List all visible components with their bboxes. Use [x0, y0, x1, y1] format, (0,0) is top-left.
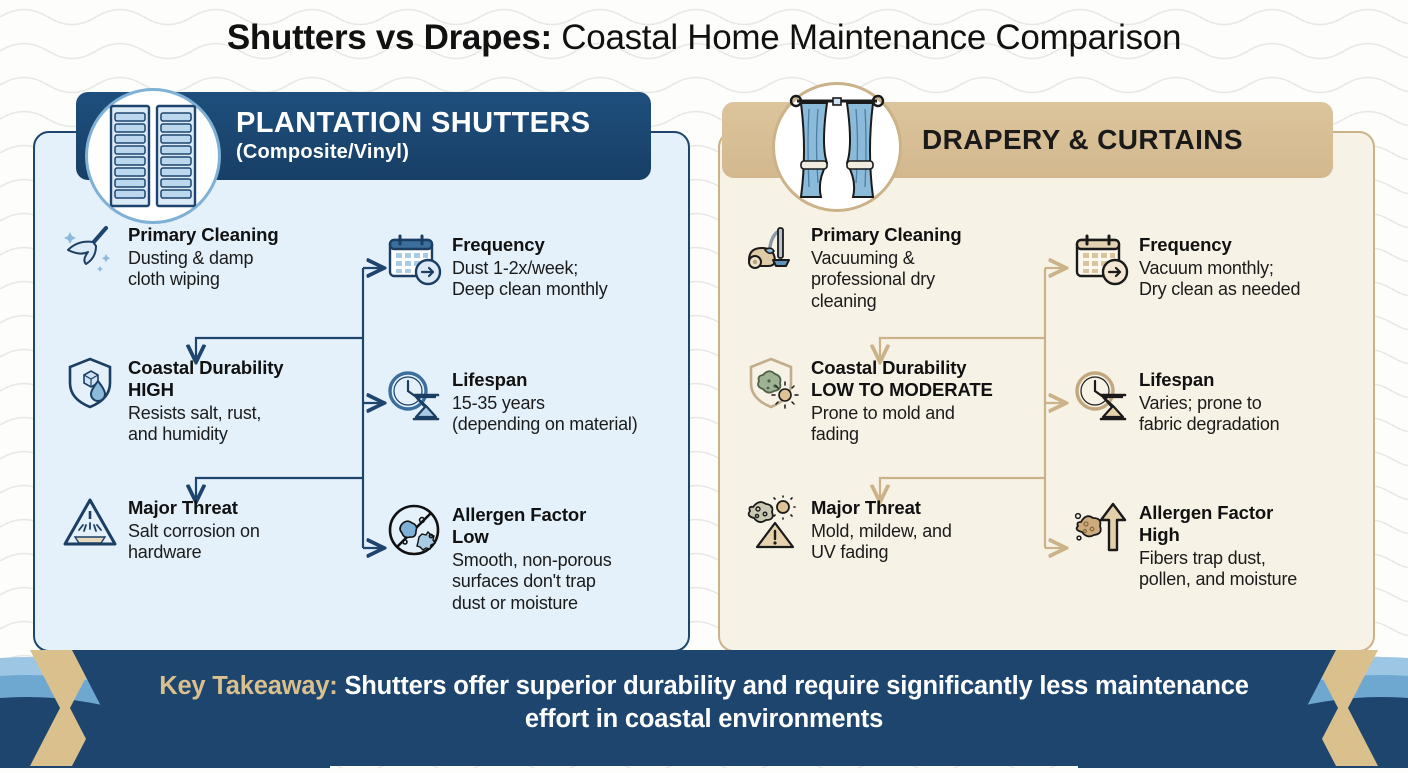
list-item: Frequency Vacuum monthly; Dry clean as n… [1073, 232, 1301, 301]
item-body: Fibers trap dust, pollen, and moisture [1139, 547, 1298, 590]
item-body: Mold, mildew, and UV fading [811, 520, 952, 563]
item-body: Prone to mold and fading [811, 402, 955, 445]
header-right-title: DRAPERY & CURTAINS [922, 124, 1243, 155]
clock-hourglass-icon [386, 367, 442, 423]
calendar-arrow-icon [386, 232, 442, 288]
banner-waves [0, 650, 1408, 768]
page-title: Shutters vs Drapes: Coastal Home Mainten… [0, 18, 1408, 58]
banner-message: Shutters offer superior durability and r… [337, 672, 1249, 733]
item-body: Salt corrosion on hardware [128, 520, 260, 563]
list-item: Primary Cleaning Dusting & damp cloth wi… [62, 222, 279, 291]
item-body: Vacuum monthly; Dry clean as needed [1139, 257, 1301, 300]
banner-label: Key Takeaway: [159, 672, 338, 700]
list-item: Primary Cleaning Vacuuming & professiona… [745, 222, 962, 313]
list-item: Major Threat Mold, mildew, and UV fading [745, 495, 952, 564]
list-item: Major Threat Salt corrosion on hardware [62, 495, 260, 564]
item-heading: Coastal Durability LOW TO MODERATE [811, 357, 993, 400]
list-item: Frequency Dust 1-2x/week; Deep clean mon… [386, 232, 608, 301]
item-body: Vacuuming & professional dry cleaning [811, 247, 935, 312]
item-heading: Lifespan [452, 369, 528, 390]
plantation-shutters-icon [85, 88, 221, 224]
mold-sun-warning-icon [745, 495, 801, 551]
item-body: Smooth, non-porous surfaces don't trap d… [452, 549, 612, 613]
list-item: Allergen Factor High Fibers trap dust, p… [1073, 500, 1297, 591]
key-takeaway-banner: Key Takeaway: Shutters offer superior du… [0, 648, 1408, 768]
no-allergen-icon [386, 502, 442, 558]
calendar-arrow-icon [1073, 232, 1129, 288]
drapery-curtains-icon [772, 82, 902, 212]
page-title-light: Coastal Home Maintenance Comparison [551, 18, 1182, 57]
warning-triangle-corrosion-icon [62, 495, 118, 551]
shield-water-droplet-icon [62, 355, 118, 411]
item-heading: Frequency [1139, 234, 1232, 255]
page-title-strong: Shutters vs Drapes: [226, 18, 552, 57]
list-item: Lifespan 15-35 years (depending on mater… [386, 367, 638, 436]
allergen-up-arrow-icon [1073, 500, 1129, 556]
banner-text: Key Takeaway: Shutters offer superior du… [150, 670, 1258, 735]
item-heading: Allergen Factor Low [452, 504, 587, 547]
item-heading: Allergen Factor High [1139, 502, 1274, 545]
panel-drapery-curtains [718, 131, 1375, 652]
clock-hourglass-icon [1073, 367, 1129, 423]
header-left-title: PLANTATION SHUTTERS [236, 106, 591, 139]
header-left-subtitle: (Composite/Vinyl) [236, 141, 410, 164]
list-item: Coastal Durability HIGH Resists salt, ru… [62, 355, 284, 446]
list-item: Coastal Durability LOW TO MODERATE Prone… [745, 355, 993, 446]
item-body: Varies; prone to fabric degradation [1139, 392, 1280, 435]
item-heading: Primary Cleaning [811, 224, 962, 245]
item-body: 15-35 years (depending on material) [452, 392, 638, 435]
item-body: Resists salt, rust, and humidity [128, 402, 262, 445]
vacuum-cleaner-icon [745, 222, 801, 278]
item-heading: Coastal Durability HIGH [128, 357, 284, 400]
item-heading: Lifespan [1139, 369, 1215, 390]
shield-mold-sun-icon [745, 355, 801, 411]
list-item: Allergen Factor Low Smooth, non-porous s… [386, 502, 612, 614]
list-item: Lifespan Varies; prone to fabric degrada… [1073, 367, 1280, 436]
item-heading: Primary Cleaning [128, 224, 279, 245]
item-heading: Major Threat [811, 497, 921, 518]
item-body: Dusting & damp cloth wiping [128, 247, 254, 290]
item-heading: Frequency [452, 234, 545, 255]
feather-duster-icon [62, 222, 118, 278]
item-body: Dust 1-2x/week; Deep clean monthly [452, 257, 608, 300]
item-heading: Major Threat [128, 497, 238, 518]
